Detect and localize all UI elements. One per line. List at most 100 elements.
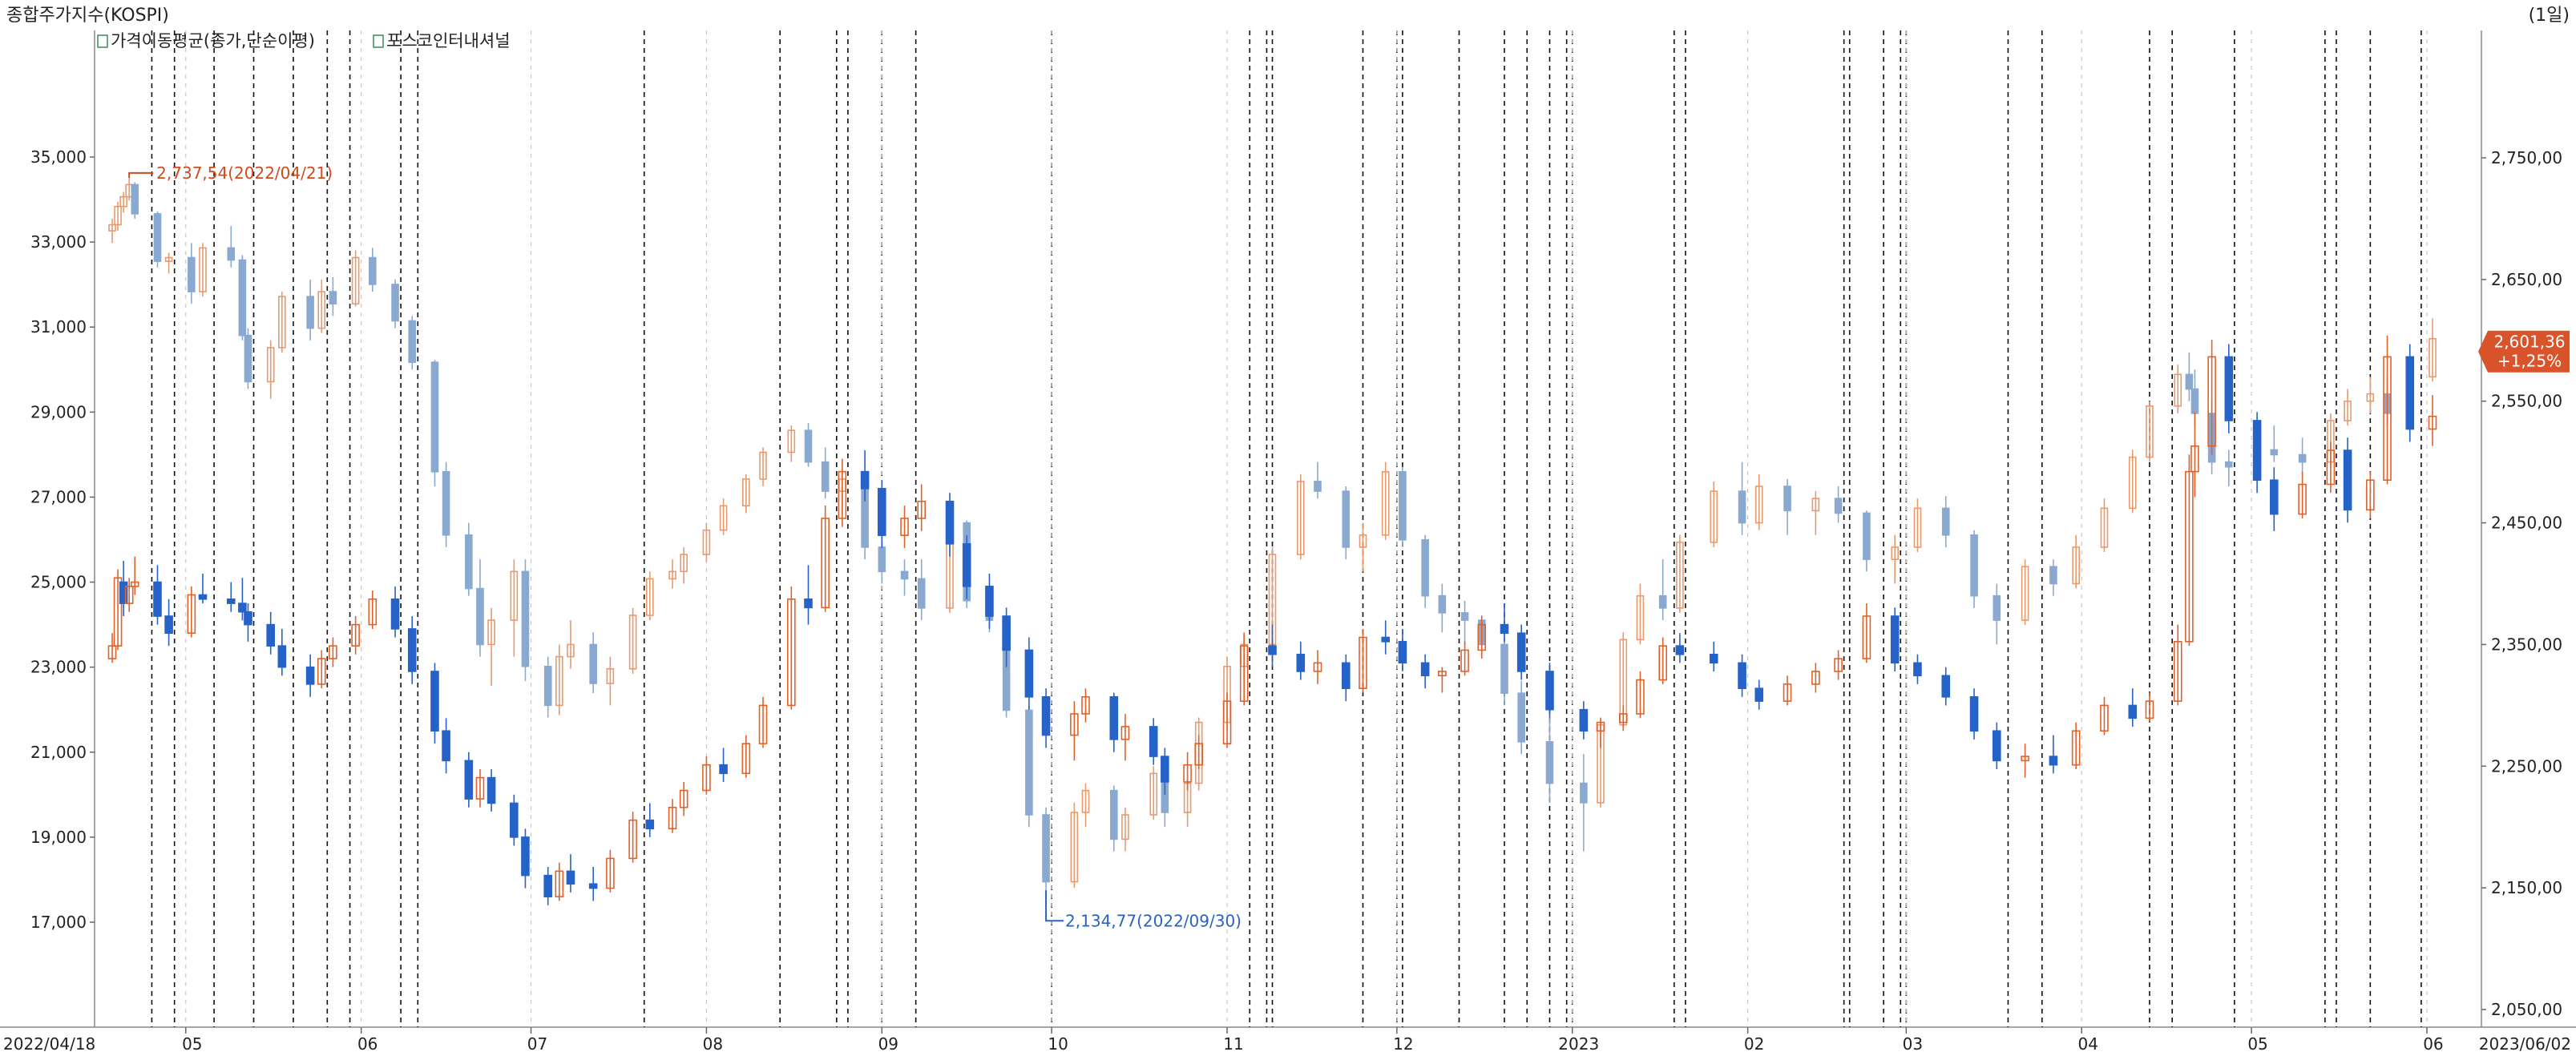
kospi-candle-body	[278, 296, 286, 349]
kospi-candle-body	[1070, 812, 1079, 883]
stock-candle-body	[521, 836, 530, 877]
stock-candle-body	[900, 518, 909, 536]
kospi-candle-body	[164, 256, 173, 262]
stock-candle-body	[487, 776, 496, 804]
stock-candle-body	[804, 598, 813, 609]
kospi-candle-body	[510, 570, 519, 621]
stock-candle-body	[985, 586, 994, 617]
high-annotation-label: 2,737,54(2022/04/21)	[156, 163, 333, 183]
kospi-candle-body	[465, 534, 473, 590]
stock-candle-body	[1398, 641, 1407, 664]
x-tick-label: 06	[2423, 1034, 2443, 1054]
stock-candle-body	[124, 586, 134, 604]
legend: 가격이동평균(종가,단순이평) 포스코인터내셔널	[97, 31, 511, 50]
right-tick-label: 2,650,00	[2491, 270, 2562, 289]
stock-candle-body	[2405, 356, 2415, 430]
stock-candle-body	[430, 671, 439, 732]
x-tick-label: 07	[527, 1034, 547, 1054]
stock-candle-body	[917, 500, 927, 519]
last-price-change: +1,25%	[2497, 352, 2562, 371]
low-annotation: 2,134,77(2022/09/30)	[1045, 890, 1242, 930]
stock-candle-body	[719, 764, 728, 775]
stock-candle-body	[351, 623, 360, 647]
stock-candle-body	[1070, 713, 1079, 736]
stock-candle-body	[317, 658, 326, 685]
kospi-candle-body	[543, 665, 552, 707]
left-tick-label: 19,000	[30, 828, 87, 847]
low-annotation-label: 2,134,77(2022/09/30)	[1065, 911, 1242, 930]
stock-candle-body	[2128, 704, 2138, 719]
kospi-candle-body	[917, 578, 926, 609]
kospi-candle-body	[1676, 542, 1684, 609]
checkbox-icon[interactable]	[373, 34, 384, 48]
stock-candle-body	[1862, 615, 1871, 659]
stock-candle-body	[1709, 653, 1718, 664]
stock-candle-body	[1500, 623, 1509, 635]
kospi-candle-body	[317, 291, 326, 329]
stock-candle-body	[628, 819, 637, 860]
x-tick-label: 04	[2077, 1034, 2098, 1054]
right-tick-label: 2,250,00	[2491, 756, 2562, 776]
kospi-candle-body	[1342, 490, 1351, 548]
kospi-candle-body	[119, 195, 127, 208]
kospi-candle-body	[900, 570, 909, 580]
stock-candle-body	[588, 883, 598, 889]
kospi-candle-body	[369, 256, 377, 285]
stock-candle-body	[1738, 662, 1746, 689]
kospi-candle-body	[680, 554, 688, 573]
kospi-candle-body	[759, 451, 767, 480]
stock-candle-body	[1811, 671, 1820, 685]
stock-candle-body	[1109, 696, 1119, 740]
stock-candle-body	[1834, 658, 1843, 672]
kospi-candle-body	[2190, 388, 2199, 414]
kospi-candle-body	[2344, 400, 2352, 421]
period-label: (1일)	[2529, 6, 2570, 26]
kospi-candle-body	[1811, 498, 1820, 512]
kospi-candle-body	[1636, 594, 1645, 641]
kospi-candle-body	[430, 361, 439, 473]
kospi-candle-body	[1970, 534, 1978, 597]
stock-candle-body	[1120, 726, 1130, 740]
stock-candle-body	[2100, 704, 2109, 732]
x-start-label: 2022/04/18	[3, 1034, 95, 1054]
kospi-candle-body	[742, 478, 750, 507]
checkbox-icon[interactable]	[97, 34, 108, 48]
stock-candle-body	[1024, 649, 1034, 698]
stock-candle-body	[1268, 645, 1277, 655]
high-marker-line	[128, 171, 154, 178]
left-tick-label: 23,000	[30, 658, 87, 677]
kospi-candle-body	[1913, 507, 1922, 548]
stock-candle-body	[1941, 675, 1951, 698]
kospi-candle-body	[391, 284, 399, 322]
stock-candle-body	[113, 577, 123, 647]
kospi-candle-body	[1941, 507, 1950, 536]
legend-item-stock[interactable]: 포스코인터내셔널	[373, 31, 511, 50]
x-tick-label: 2023	[1558, 1034, 1599, 1054]
kospi-candle-body	[1025, 709, 1033, 816]
x-end-label: 2023/06/02	[2479, 1034, 2571, 1054]
x-tick-label: 11	[1223, 1034, 1243, 1054]
kospi-candle-body	[227, 247, 236, 261]
stock-candle-body	[645, 819, 655, 830]
stock-candle-body	[702, 764, 711, 792]
kospi-candle-body	[2225, 461, 2233, 468]
right-tick-label: 2,750,00	[2491, 148, 2562, 167]
stock-candle-body	[1969, 696, 1979, 732]
stock-candle-body	[187, 594, 196, 635]
stock-candle-body	[1341, 662, 1351, 689]
stock-candle-body	[1890, 615, 1900, 664]
legend-item-ma[interactable]: 가격이동평균(종가,단순이평)	[97, 31, 315, 50]
right-tick-label: 2,350,00	[2491, 635, 2562, 654]
kospi-candle-body	[108, 224, 116, 232]
kospi-candle-body	[114, 205, 122, 226]
kospi-candle-body	[1863, 512, 1871, 560]
kospi-candle-body	[606, 667, 615, 684]
stock-candle-body	[119, 581, 128, 604]
kospi-candle-body	[1658, 594, 1667, 609]
stock-candle-body	[2298, 483, 2307, 515]
stock-candle-body	[305, 666, 315, 685]
stock-candle-body	[475, 776, 485, 800]
kospi-candle-body	[199, 247, 207, 292]
kospi-candle-body	[2049, 566, 2057, 585]
